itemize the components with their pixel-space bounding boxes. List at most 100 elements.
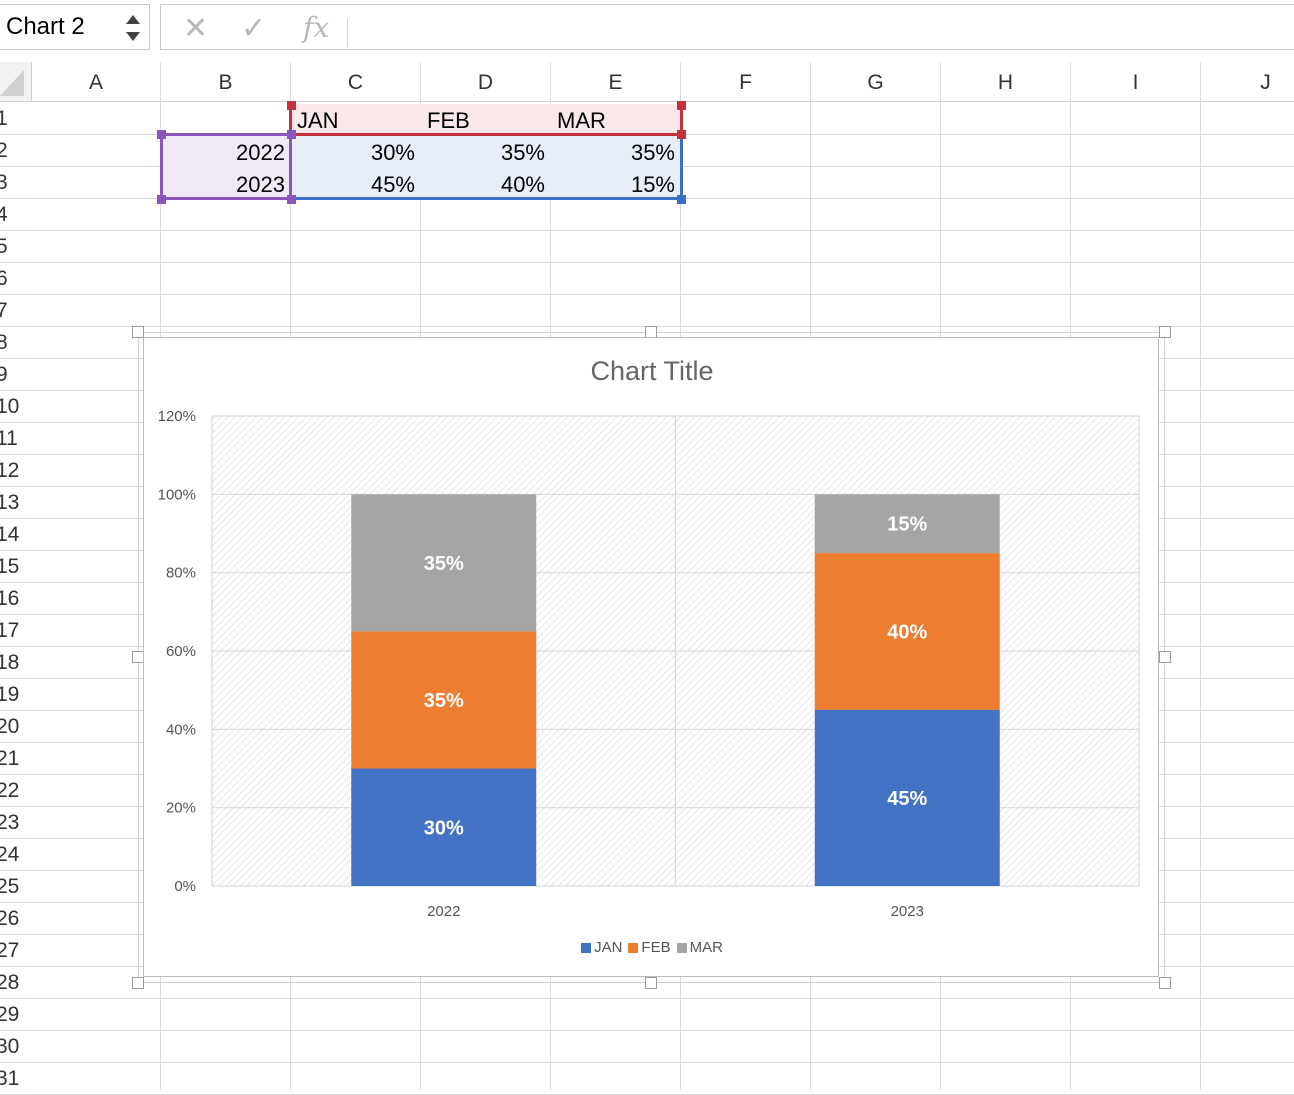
name-box-stepper-icon[interactable]: [125, 13, 141, 43]
row-header-23[interactable]: 23: [0, 807, 32, 839]
row-header-4[interactable]: 4: [0, 199, 32, 231]
chart-title[interactable]: Chart Title: [590, 356, 714, 386]
cell-c1[interactable]: JAN: [291, 104, 421, 136]
legend-item-mar[interactable]: MAR: [676, 939, 723, 956]
cell-e1[interactable]: MAR: [551, 104, 681, 136]
name-box[interactable]: Chart 2: [0, 4, 150, 50]
legend[interactable]: JAN FEB MAR: [144, 939, 1160, 956]
column-header-f[interactable]: F: [681, 62, 811, 102]
chart-resize-handle-tr[interactable]: [1159, 326, 1171, 338]
data-label: 35%: [424, 553, 464, 575]
row-gridline: [32, 326, 1294, 327]
row-header-22[interactable]: 22: [0, 775, 32, 807]
row-header-2[interactable]: 2: [0, 135, 32, 167]
row-header-5[interactable]: 5: [0, 231, 32, 263]
category-range-handle-tl[interactable]: [157, 130, 166, 139]
row-header-16[interactable]: 16: [0, 583, 32, 615]
row-header-6[interactable]: 6: [0, 263, 32, 295]
legend-item-feb[interactable]: FEB: [628, 939, 671, 956]
row-header-11[interactable]: 11: [0, 423, 32, 455]
cell-b2[interactable]: 2022: [161, 136, 291, 168]
row-header-7[interactable]: 7: [0, 295, 32, 327]
chart-area[interactable]: Chart Title 30% 35% 35% 45% 40% 15% 0% 20% 40% 6…: [143, 337, 1159, 977]
row-header-12[interactable]: 12: [0, 455, 32, 487]
row-header-29[interactable]: 29: [0, 999, 32, 1031]
row-header-8[interactable]: 8: [0, 327, 32, 359]
category-range-handle-br[interactable]: [287, 195, 296, 204]
cell-d2[interactable]: 35%: [421, 136, 551, 168]
row-gridline: [32, 262, 1294, 263]
column-header-a[interactable]: A: [32, 62, 161, 102]
row-header-15[interactable]: 15: [0, 551, 32, 583]
bar-mar-2023[interactable]: [814, 494, 1000, 554]
row-gridline: [32, 1062, 1294, 1063]
plot-area[interactable]: 30% 35% 35% 45% 40% 15% 0% 20% 40% 60% 80% 100% 120…: [144, 338, 1160, 978]
category-range-handle-bl[interactable]: [157, 195, 166, 204]
cell-b3[interactable]: 2023: [161, 168, 291, 200]
row-header-24[interactable]: 24: [0, 839, 32, 871]
row-header-3[interactable]: 3: [0, 167, 32, 199]
select-all-corner[interactable]: [0, 62, 32, 102]
chart-resize-handle-tl[interactable]: [132, 326, 144, 338]
category-range-handle-tr[interactable]: [287, 130, 296, 139]
formula-input[interactable]: ✕ ✓ fx: [160, 4, 1294, 50]
column-header-i[interactable]: I: [1071, 62, 1201, 102]
row-header-9[interactable]: 9: [0, 359, 32, 391]
column-header-b[interactable]: B: [161, 62, 291, 102]
row-header-20[interactable]: 20: [0, 711, 32, 743]
column-header-d[interactable]: D: [421, 62, 551, 102]
confirm-icon[interactable]: ✓: [241, 12, 267, 45]
legend-item-jan[interactable]: JAN: [581, 939, 622, 956]
chart-resize-handle-mr[interactable]: [1159, 651, 1171, 663]
cell-d1[interactable]: FEB: [421, 104, 551, 136]
legend-swatch: [628, 943, 639, 953]
row-header-26[interactable]: 26: [0, 903, 32, 935]
row-header-10[interactable]: 10: [0, 391, 32, 423]
series-range-handle-tr[interactable]: [677, 101, 686, 110]
data-label: 35%: [424, 690, 464, 712]
row-header-30[interactable]: 30: [0, 1031, 32, 1063]
values-range-handle-br[interactable]: [677, 195, 686, 204]
y-tick-label: 40%: [166, 721, 196, 738]
legend-swatch: [581, 943, 592, 953]
row-gridline: [32, 998, 1294, 999]
row-header-1[interactable]: 1: [0, 103, 32, 135]
row-header-18[interactable]: 18: [0, 647, 32, 679]
row-header-31[interactable]: 31: [0, 1063, 32, 1095]
column-header-j[interactable]: J: [1201, 62, 1294, 102]
y-tick-label: 100%: [158, 486, 196, 503]
column-header-e[interactable]: E: [551, 62, 681, 102]
column-header-h[interactable]: H: [941, 62, 1071, 102]
cancel-icon[interactable]: ✕: [183, 12, 209, 45]
column-header-g[interactable]: G: [811, 62, 941, 102]
cell-e3[interactable]: 15%: [551, 168, 681, 200]
cell-c2[interactable]: 30%: [291, 136, 421, 168]
row-header-27[interactable]: 27: [0, 935, 32, 967]
bar-mar-2022[interactable]: [351, 494, 537, 632]
row-header-19[interactable]: 19: [0, 679, 32, 711]
cell-e2[interactable]: 35%: [551, 136, 681, 168]
column-header-c[interactable]: C: [291, 62, 421, 102]
row-header-14[interactable]: 14: [0, 519, 32, 551]
cell-c3[interactable]: 45%: [291, 168, 421, 200]
row-header-17[interactable]: 17: [0, 615, 32, 647]
bar-jan-2023[interactable]: [814, 709, 1000, 886]
row-header-bar: 1234567891011121314151617181920212223242…: [0, 103, 32, 1095]
chart-resize-handle-bc[interactable]: [645, 977, 657, 989]
bar-feb-2023[interactable]: [814, 553, 1000, 710]
series-range-handle-br[interactable]: [677, 130, 686, 139]
row-header-25[interactable]: 25: [0, 871, 32, 903]
row-header-21[interactable]: 21: [0, 743, 32, 775]
chart-resize-handle-bl[interactable]: [132, 977, 144, 989]
row-header-28[interactable]: 28: [0, 967, 32, 999]
bar-feb-2022[interactable]: [351, 631, 537, 769]
row-header-13[interactable]: 13: [0, 487, 32, 519]
bar-jan-2022[interactable]: [351, 768, 537, 887]
y-tick-label: 60%: [166, 643, 196, 660]
formula-divider: [347, 19, 348, 47]
fx-icon[interactable]: fx: [303, 11, 330, 44]
chart-resize-handle-br[interactable]: [1159, 977, 1171, 989]
series-range-handle-tl[interactable]: [287, 101, 296, 110]
select-all-triangle-icon: [0, 70, 24, 96]
cell-d3[interactable]: 40%: [421, 168, 551, 200]
